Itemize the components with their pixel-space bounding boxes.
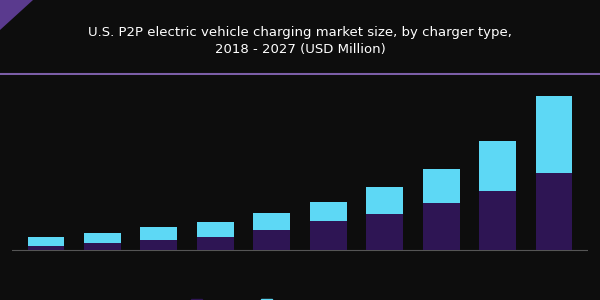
Bar (367, 187, 403, 214)
Bar (140, 227, 177, 240)
Bar (423, 203, 460, 250)
Bar (84, 243, 121, 250)
Bar (84, 233, 121, 243)
Bar (536, 96, 572, 173)
Bar (536, 173, 572, 250)
Bar (197, 237, 233, 250)
Legend: Level 1, Level 2: Level 1, Level 2 (186, 295, 322, 300)
Bar (479, 141, 516, 191)
Bar (28, 237, 64, 245)
Polygon shape (0, 0, 33, 30)
Bar (197, 222, 233, 237)
Text: U.S. P2P electric vehicle charging market size, by charger type,
2018 - 2027 (US: U.S. P2P electric vehicle charging marke… (88, 26, 512, 56)
Bar (310, 202, 347, 221)
Bar (367, 214, 403, 250)
Bar (28, 245, 64, 250)
Bar (140, 240, 177, 250)
Bar (423, 169, 460, 203)
Bar (310, 221, 347, 250)
Bar (479, 191, 516, 250)
Bar (253, 213, 290, 230)
Bar (253, 230, 290, 250)
